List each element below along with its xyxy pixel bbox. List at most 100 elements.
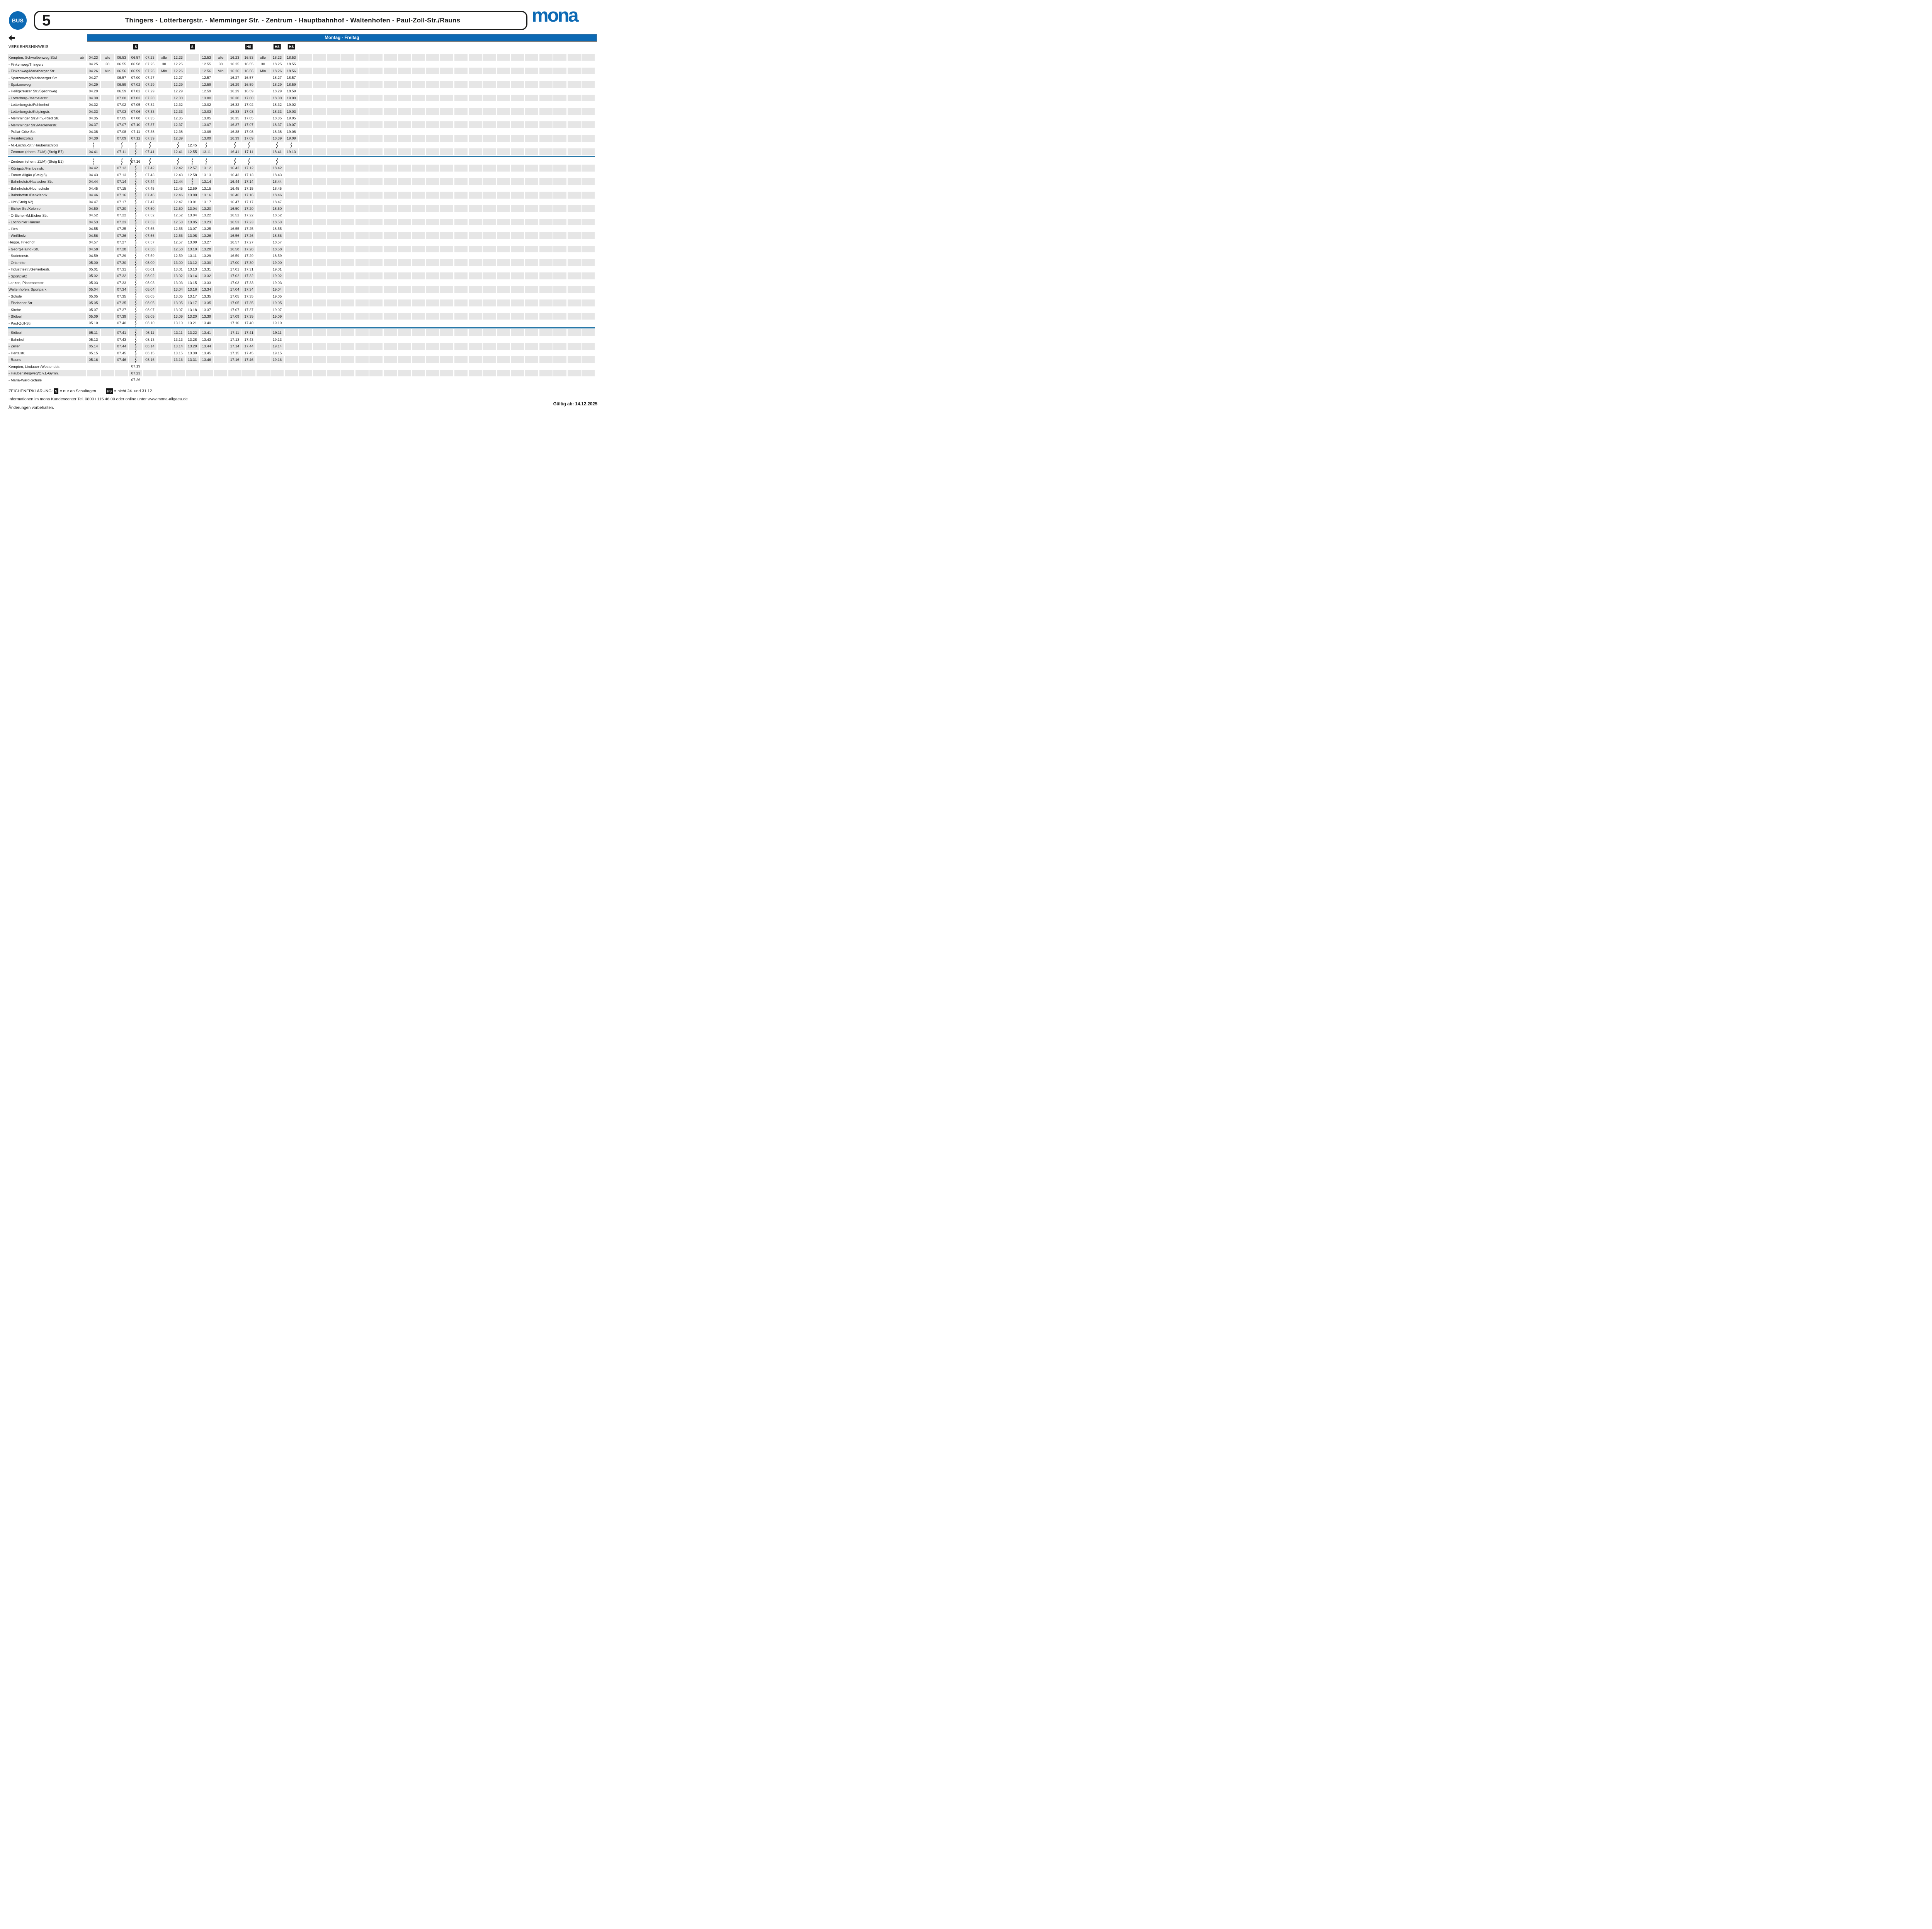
time-cell	[129, 232, 143, 239]
time-cell	[299, 313, 312, 320]
time-cell: 19.13	[284, 148, 298, 155]
time-cell	[101, 192, 114, 199]
time-cell: 13.16	[172, 356, 185, 363]
time-cell	[398, 148, 411, 155]
time-cell: 07.53	[143, 218, 156, 226]
time-cell	[440, 376, 453, 383]
time-cell	[497, 148, 510, 155]
table-row: Hegge, Friedhof 04.57 07.27 07.57 12.57 13.09…	[8, 239, 596, 246]
time-cell: 05.02	[87, 272, 100, 279]
time-cell	[355, 225, 369, 232]
time-cell	[539, 259, 553, 266]
time-cell: 07.38	[143, 128, 156, 135]
time-value: 04.47	[88, 199, 98, 204]
time-cell	[426, 218, 439, 226]
time-cell: 07.11	[115, 148, 128, 155]
time-value: 13.04	[173, 287, 183, 292]
time-cell	[384, 329, 397, 336]
time-cell	[567, 192, 581, 199]
time-cell	[440, 158, 453, 165]
time-value: 13.11	[188, 253, 197, 258]
time-cell	[483, 259, 496, 266]
time-value: 17.28	[244, 247, 253, 251]
time-cell	[284, 329, 298, 336]
time-value: 17.03	[230, 280, 240, 285]
time-value: 17.09	[244, 136, 253, 141]
time-cell	[440, 205, 454, 212]
table-row: - Heiligkreuzer Str./Spechtweg 04.29 06.59…	[8, 88, 596, 94]
time-cell: 13.05	[200, 115, 213, 121]
time-cell	[256, 178, 270, 185]
time-cell	[158, 350, 171, 356]
time-value: 19.11	[272, 330, 282, 335]
time-cell	[214, 185, 227, 192]
time-value: 06.59	[131, 68, 141, 73]
time-cell	[327, 61, 340, 67]
time-cell	[384, 54, 397, 61]
stop-name: - Memminger Str./Fr.v.-Ried Str.	[9, 116, 60, 121]
time-cell	[257, 185, 270, 192]
time-value: 04.53	[88, 219, 98, 224]
time-cell	[157, 165, 171, 172]
time-value: 05.16	[88, 357, 98, 362]
time-cell	[412, 350, 425, 356]
time-value: 19.14	[272, 344, 282, 349]
time-value: 17.33	[244, 280, 253, 285]
time-cell: 04.43	[87, 172, 100, 178]
skip-stop-wavy-icon	[135, 239, 137, 246]
time-value: 18.55	[272, 226, 282, 231]
time-cell	[568, 61, 581, 67]
time-cell: 17.28	[242, 245, 256, 253]
time-cell: 16.32	[228, 101, 242, 108]
time-cell	[143, 158, 156, 165]
time-cell: 17.11	[242, 148, 256, 155]
skip-stop-wavy-icon	[135, 313, 137, 320]
time-value: 04.23	[88, 55, 98, 60]
time-cell	[483, 115, 496, 121]
time-cell	[511, 54, 524, 61]
time-cell	[412, 94, 425, 102]
time-value: 17.14	[244, 179, 253, 184]
skip-stop-wavy-icon	[191, 178, 193, 185]
table-row: - Hbf (Steig A2) 04.47 07.17 07.47 12.47 13.0…	[8, 198, 596, 205]
time-cell	[568, 142, 581, 148]
time-cell: 07.27	[143, 74, 156, 81]
stop-name: - Stöberl	[9, 330, 22, 335]
time-cell	[369, 356, 383, 363]
time-cell	[497, 81, 510, 88]
time-value: 17.01	[230, 267, 240, 271]
legend: ZEICHENERKLÄRUNG: S = nur an Schultagen HS…	[9, 388, 162, 394]
time-cell	[327, 286, 340, 293]
time-cell: 17.11	[228, 329, 242, 336]
time-cell	[157, 205, 171, 212]
time-cell: 17.04	[228, 286, 242, 293]
time-value: 07.26	[131, 378, 141, 382]
time-cell	[567, 67, 581, 75]
time-cell	[539, 128, 553, 135]
table-row: - Bahnhofstr./Denkfabrik 04.46 07.16 07.46 1…	[8, 192, 596, 199]
time-cell	[341, 225, 354, 232]
time-cell	[525, 121, 538, 128]
time-cell	[327, 101, 340, 108]
stop-name: - Sudetenstr.	[9, 253, 29, 258]
time-cell: 13.40	[200, 320, 213, 326]
time-cell: 08.15	[143, 350, 156, 356]
time-cell	[158, 306, 171, 313]
time-cell: 16.53	[242, 54, 256, 61]
time-cell	[214, 356, 227, 363]
stop-name: - Maria-Ward-Schule	[9, 378, 42, 382]
time-value: 13.13	[188, 267, 197, 271]
time-value: 07.30	[145, 95, 155, 100]
time-cell: 17.02	[228, 272, 242, 279]
time-cell	[567, 313, 581, 320]
time-value: 07.11	[131, 129, 140, 134]
time-cell	[101, 108, 114, 115]
time-cell	[567, 148, 581, 155]
time-cell: 13.13	[172, 336, 185, 343]
time-cell	[412, 306, 425, 313]
skip-stop-wavy-icon	[121, 158, 122, 165]
time-cell	[426, 225, 439, 232]
time-cell	[440, 279, 453, 286]
time-cell	[101, 178, 114, 185]
time-value: 19.00	[272, 260, 282, 265]
